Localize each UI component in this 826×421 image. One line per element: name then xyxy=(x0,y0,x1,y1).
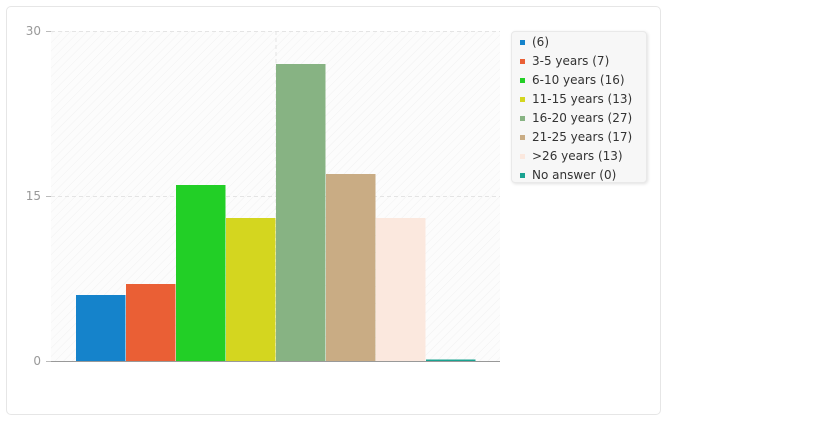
legend-item-7: No answer (0) xyxy=(512,166,646,185)
bar-7 xyxy=(426,359,476,361)
legend-label: (6) xyxy=(532,35,549,49)
legend-label: 16-20 years (27) xyxy=(532,111,633,125)
legend-item-2: 6-10 years (16) xyxy=(512,71,646,90)
y-tick-label-2: 30 xyxy=(26,24,41,38)
bar-5 xyxy=(326,174,376,361)
legend-swatch-icon xyxy=(520,97,525,102)
legend-item-6: >26 years (13) xyxy=(512,147,646,166)
legend-label: >26 years (13) xyxy=(532,149,623,163)
legend-item-0: (6) xyxy=(512,33,646,52)
legend-swatch-icon xyxy=(520,135,525,140)
bar-0 xyxy=(76,295,126,361)
legend-swatch-icon xyxy=(520,173,525,178)
legend-label: 6-10 years (16) xyxy=(532,73,625,87)
bar-3 xyxy=(226,218,276,361)
legend-item-5: 21-25 years (17) xyxy=(512,128,646,147)
bars xyxy=(76,64,476,361)
legend-label: 21-25 years (17) xyxy=(532,130,633,144)
chart-legend: (6) 3-5 years (7) 6-10 years (16) 11-15 yea… xyxy=(511,31,647,183)
bar-2 xyxy=(176,185,226,361)
y-axis-ticks: 0 15 30 xyxy=(26,24,51,368)
y-tick-label-0: 0 xyxy=(33,354,41,368)
legend-item-1: 3-5 years (7) xyxy=(512,52,646,71)
legend-swatch-icon xyxy=(520,116,525,121)
legend-label: 11-15 years (13) xyxy=(532,92,633,106)
legend-item-3: 11-15 years (13) xyxy=(512,90,646,109)
bar-1 xyxy=(126,284,176,361)
legend-label: 3-5 years (7) xyxy=(532,54,610,68)
bar-6 xyxy=(376,218,426,361)
legend-swatch-icon xyxy=(520,40,525,45)
bar-4 xyxy=(276,64,326,361)
y-tick-label-1: 15 xyxy=(26,189,41,203)
legend-swatch-icon xyxy=(520,78,525,83)
legend-item-4: 16-20 years (27) xyxy=(512,109,646,128)
legend-label: No answer (0) xyxy=(532,168,617,182)
legend-swatch-icon xyxy=(520,59,525,64)
legend-swatch-icon xyxy=(520,154,525,159)
